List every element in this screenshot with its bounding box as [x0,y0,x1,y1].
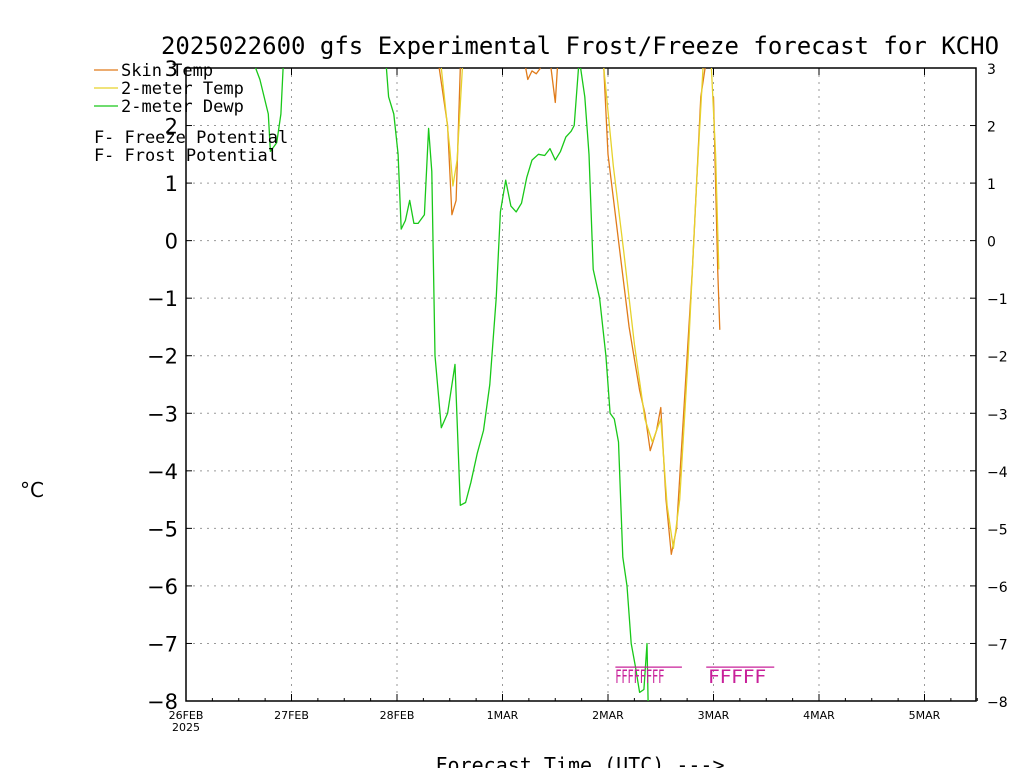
axis-layer: 3 3 2 2 1 1 0 0 −1 −1 −2 −2 −3 −3 −4 −4 −5 −5 −6 −6 −7 −7 −8 −8… [147,57,1008,734]
x-tick-label: 3MAR [698,709,730,722]
x-tick-label: 2MAR [592,709,624,722]
series-line-dewp [254,67,284,153]
series-line-skin [525,67,542,81]
series-line-temp [440,67,464,187]
grid-layer [186,68,976,701]
y-tick-label-left: −4 [147,460,178,484]
legend-label-dewp: 2-meter Dewp [121,97,244,117]
y-tick-label-right: −3 [987,407,1008,423]
freeze-markers-1: FFFFFFFF [615,666,664,688]
y-tick-label-left: −1 [147,287,178,311]
y-axis-label: °C [20,478,44,502]
y-tick-label-left: 0 [165,230,178,254]
x-tick-label: 4MAR [803,709,835,722]
series-line-skin [603,67,706,555]
series-line-temp [603,67,704,550]
y-tick-label-right: −6 [987,580,1008,596]
y-tick-label-right: −2 [987,350,1008,366]
y-tick-label-left: −2 [147,345,178,369]
y-tick-label-right: −5 [987,522,1008,538]
legend-label-temp: 2-meter Temp [121,79,244,99]
legend-frost-label: - Frost Potential [104,146,278,166]
y-tick-label-left: −5 [147,517,178,541]
x-tick-label: 1MAR [487,709,519,722]
series-line-temp [710,67,720,270]
y-tick-label-left: 3 [165,57,178,81]
y-tick-label-right: 1 [987,177,996,193]
legend-frost-letter: F [94,146,104,166]
marker-layer: FFFFFFFF FFFFF [615,666,775,688]
x-tick-label: 26FEB [169,709,204,722]
x-tick-label: 5MAR [909,709,941,722]
y-tick-label-left: −8 [147,690,178,714]
series-line-dewp [579,67,649,702]
legend-label-skin: Skin Temp [121,61,213,81]
y-tick-label-right: 2 [987,120,996,136]
y-tick-label-left: 2 [165,115,178,139]
freeze-markers-2: FFFFF [708,666,766,688]
x-axis-label: Forecast Time (UTC) ---> [436,753,725,768]
series-line-dewp [385,67,580,506]
y-tick-label-left: −7 [147,632,178,656]
y-tick-label-right: 3 [987,62,996,78]
series-line-skin [550,67,559,104]
y-tick-label-left: −6 [147,575,178,599]
y-tick-label-right: −7 [987,637,1008,653]
x-tick-label: 28FEB [380,709,415,722]
plot-frame [185,67,977,702]
y-tick-label-left: −3 [147,402,178,426]
x-tick-label: 27FEB [274,709,309,722]
y-tick-label-right: −8 [987,695,1008,711]
chart-title: 2025022600 gfs Experimental Frost/Freeze… [161,32,999,60]
legend-freeze-label: - Freeze Potential [104,128,288,148]
y-tick-label-right: 0 [987,235,996,251]
y-tick-label-left: 1 [165,172,178,196]
legend-freeze-letter: F [94,128,104,148]
series-line-skin [438,67,461,216]
y-tick-label-right: −1 [987,292,1008,308]
x-tick-sublabel: 2025 [172,721,200,734]
y-tick-label-right: −4 [987,465,1008,481]
series-layer [254,67,721,702]
